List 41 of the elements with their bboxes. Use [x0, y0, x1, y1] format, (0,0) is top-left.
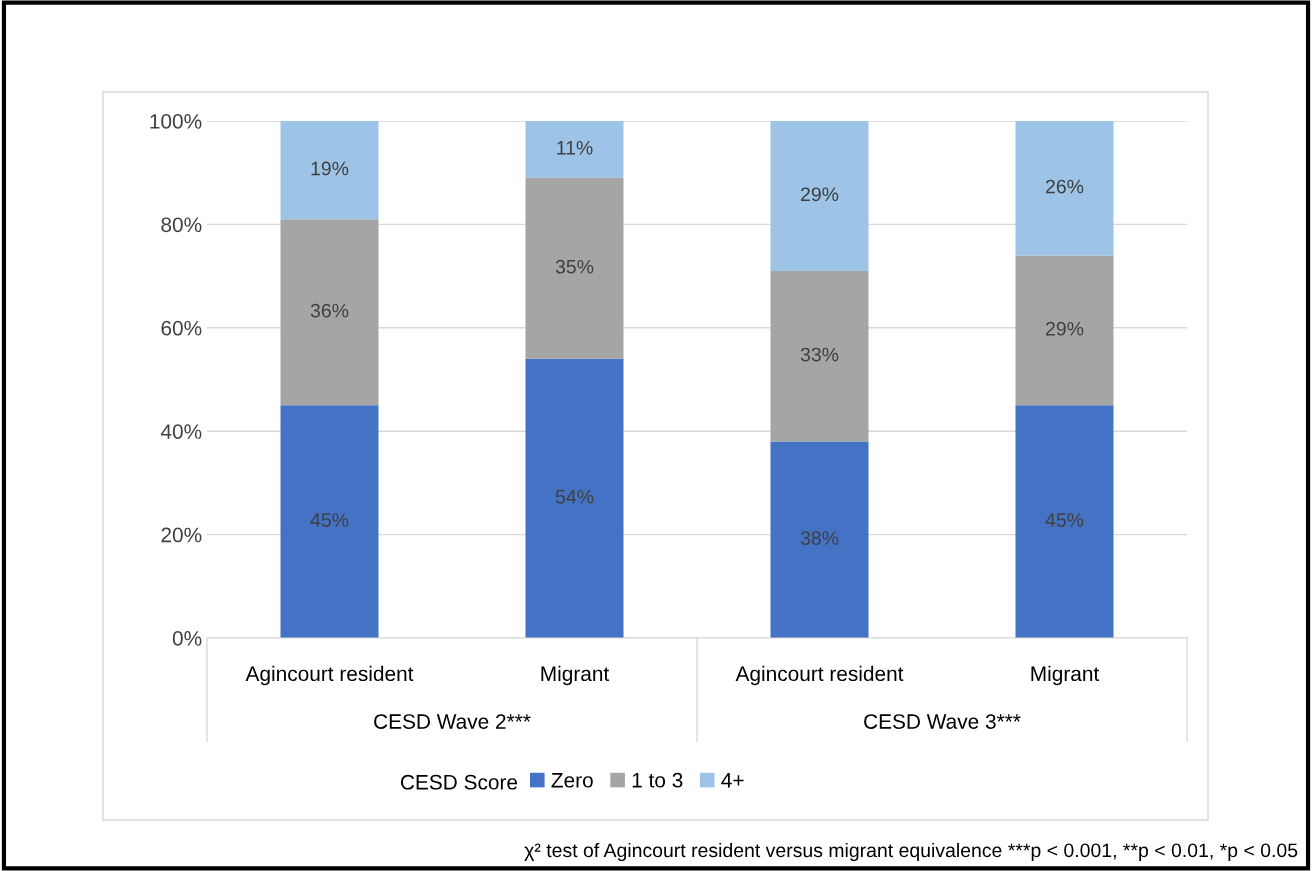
legend-label: 1 to 3	[632, 772, 683, 788]
text: χ² test of Agincourt resident versus migrant equivalence ***p < 0.001, **p < 0.01, *p < 0.05	[524, 842, 1298, 862]
data-label: 19%	[311, 161, 349, 176]
data-label: 26%	[1046, 179, 1084, 194]
text: CESD Wave 2***	[374, 714, 531, 729]
bar	[1015, 255, 1114, 406]
data-label: 45%	[310, 513, 349, 527]
data-label: 45%	[1045, 513, 1084, 527]
data-label: 33%	[800, 347, 839, 362]
bar	[1015, 405, 1114, 638]
bar	[525, 121, 624, 178]
data-label: 36%	[310, 303, 349, 318]
bar	[280, 121, 379, 220]
x-tick-label: Migrant	[541, 665, 610, 686]
bar	[770, 270, 869, 442]
y-tick-label: 20%	[161, 527, 202, 543]
legend-label: 4+	[721, 773, 744, 788]
y-tick-label: 100%	[150, 114, 202, 129]
data-label: 35%	[555, 259, 594, 274]
legend-title: CESD Score	[400, 774, 518, 790]
bar	[770, 441, 869, 638]
y-tick-label: 40%	[160, 424, 202, 439]
x-tick-label: Agincourt resident	[245, 665, 414, 686]
bar	[525, 358, 624, 638]
y-tick-label: 0%	[172, 631, 202, 646]
data-label: 29%	[1046, 321, 1084, 336]
data-label: 29%	[801, 187, 839, 202]
y-tick-label: 60%	[161, 320, 202, 336]
text: CESD Wave 3***	[864, 714, 1021, 729]
x-tick-label: Migrant	[1031, 665, 1100, 686]
data-label: 11%	[557, 140, 593, 155]
bar	[280, 405, 379, 638]
data-label: 54%	[555, 489, 594, 504]
bar	[280, 219, 379, 406]
legend-label: Zero	[551, 773, 593, 788]
y-tick-label: 80%	[161, 217, 202, 233]
bar	[525, 177, 624, 359]
bar	[1015, 121, 1114, 256]
data-label: 38%	[800, 531, 839, 545]
bar	[770, 121, 869, 271]
x-tick-label: Agincourt resident	[735, 665, 904, 686]
